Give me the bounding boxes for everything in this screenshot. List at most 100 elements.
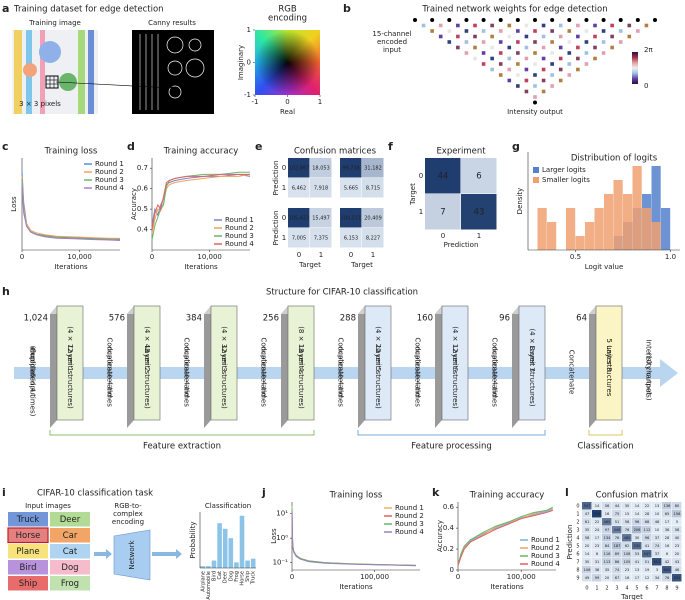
cell: [602, 566, 612, 574]
series-line: [291, 511, 416, 567]
cell-label: 102,867: [289, 166, 310, 172]
vertical-label: (4 × 20 unit structures): [374, 326, 382, 409]
cell: [672, 526, 682, 534]
weight: [610, 45, 614, 50]
legend-label: Round 3: [395, 520, 424, 528]
network: [113, 529, 151, 581]
x-tick-label: 10,000: [67, 253, 92, 261]
cell-label: 37: [655, 536, 660, 540]
cell-label: 34: [655, 576, 660, 580]
cell-label: 51: [645, 560, 650, 564]
cell: [288, 178, 310, 198]
weight: [610, 34, 614, 39]
cell: [652, 502, 662, 510]
panel-title: CIFAR-10 classification task: [37, 489, 153, 499]
weight: [456, 34, 460, 39]
cell-label: 76: [615, 536, 620, 540]
cell: [340, 228, 362, 248]
x-axis-label: Prediction: [444, 241, 479, 249]
bar: [217, 523, 222, 568]
cell: [642, 510, 652, 518]
weight: [584, 40, 589, 44]
cell-label: 74: [655, 544, 660, 548]
cell-label: 105,423: [289, 216, 310, 222]
vertical-label: Intensity output: [645, 340, 653, 396]
weight: [550, 40, 554, 44]
cell-label: 15: [625, 512, 630, 516]
bar: [222, 528, 228, 568]
weight: [593, 34, 597, 39]
weight: [516, 29, 520, 33]
weight: [490, 45, 494, 50]
weight: [498, 51, 503, 55]
cell-label: 14: [635, 512, 640, 516]
cell: [602, 534, 612, 542]
size-label: 96: [499, 314, 510, 324]
y-tick-label: 3: [576, 528, 579, 534]
legend-label: Round 4: [225, 240, 254, 248]
slab: [358, 306, 365, 428]
tile-label: Dog: [61, 563, 78, 573]
cell: [622, 558, 632, 566]
flow-band: [14, 367, 662, 379]
y-axis-label: Prediction: [566, 525, 574, 560]
colormap: [255, 30, 320, 95]
weight: [524, 34, 529, 39]
weight: [558, 34, 563, 39]
panel-title: Structure for CIFAR-10 classification: [266, 288, 418, 298]
slab: [204, 306, 211, 428]
cell-label: 58: [675, 528, 680, 532]
weight: [601, 40, 606, 44]
cell-label: 56: [625, 520, 630, 524]
x-tick-label: Truck: [251, 571, 257, 585]
cell: [461, 158, 497, 194]
legend-label: Round 4: [395, 528, 424, 536]
weight: [558, 45, 563, 50]
cell-label: 206: [634, 528, 642, 532]
cell-label: 8,715: [366, 186, 380, 192]
cell: [602, 558, 612, 566]
weight: [541, 89, 546, 94]
weight: [438, 34, 443, 39]
shape: [39, 41, 61, 63]
chart-title: Training accuracy: [469, 491, 545, 501]
input-node: [567, 18, 572, 22]
cell: [582, 518, 592, 526]
group-label: Feature processing: [411, 442, 492, 452]
cell-label: 547: [644, 552, 651, 556]
cell: [652, 566, 662, 574]
cell-label: 46: [655, 520, 660, 524]
flow-arrow: [660, 359, 678, 387]
cell-label: 23: [625, 568, 630, 572]
x-tick-label: Deer: [223, 570, 229, 583]
y-tick-label: -1: [244, 91, 251, 99]
encoding-label: complex: [113, 510, 143, 518]
edge: [167, 60, 183, 76]
tile-label: Bird: [20, 563, 37, 573]
y-tick-label: 1: [282, 234, 286, 242]
group-bracket: [588, 430, 623, 436]
tile-label: Car: [63, 531, 78, 541]
cell: [642, 526, 652, 534]
hist-bar: [613, 180, 623, 250]
hist-bar: [585, 222, 595, 250]
x-tick-label: 0.5: [570, 253, 581, 261]
cell-label: 15,497: [312, 216, 330, 222]
weight: [516, 62, 520, 66]
weight: [524, 45, 529, 50]
input-node: [653, 18, 657, 22]
x-axis-label: Target: [350, 261, 373, 269]
y-axis-label: Density: [516, 188, 524, 215]
cell-label: 20,409: [364, 216, 382, 222]
colorbar: [632, 52, 638, 84]
weight: [610, 23, 614, 28]
cell: [288, 228, 310, 248]
cell-label: 19: [645, 568, 650, 572]
colormap-fill: [255, 30, 320, 95]
layer-box: [210, 305, 238, 421]
cell: [612, 550, 622, 558]
colorbar-label: 0: [644, 82, 648, 90]
x-tick-label: 1.0: [665, 253, 676, 261]
weight: [516, 73, 520, 77]
edge: [168, 85, 182, 99]
